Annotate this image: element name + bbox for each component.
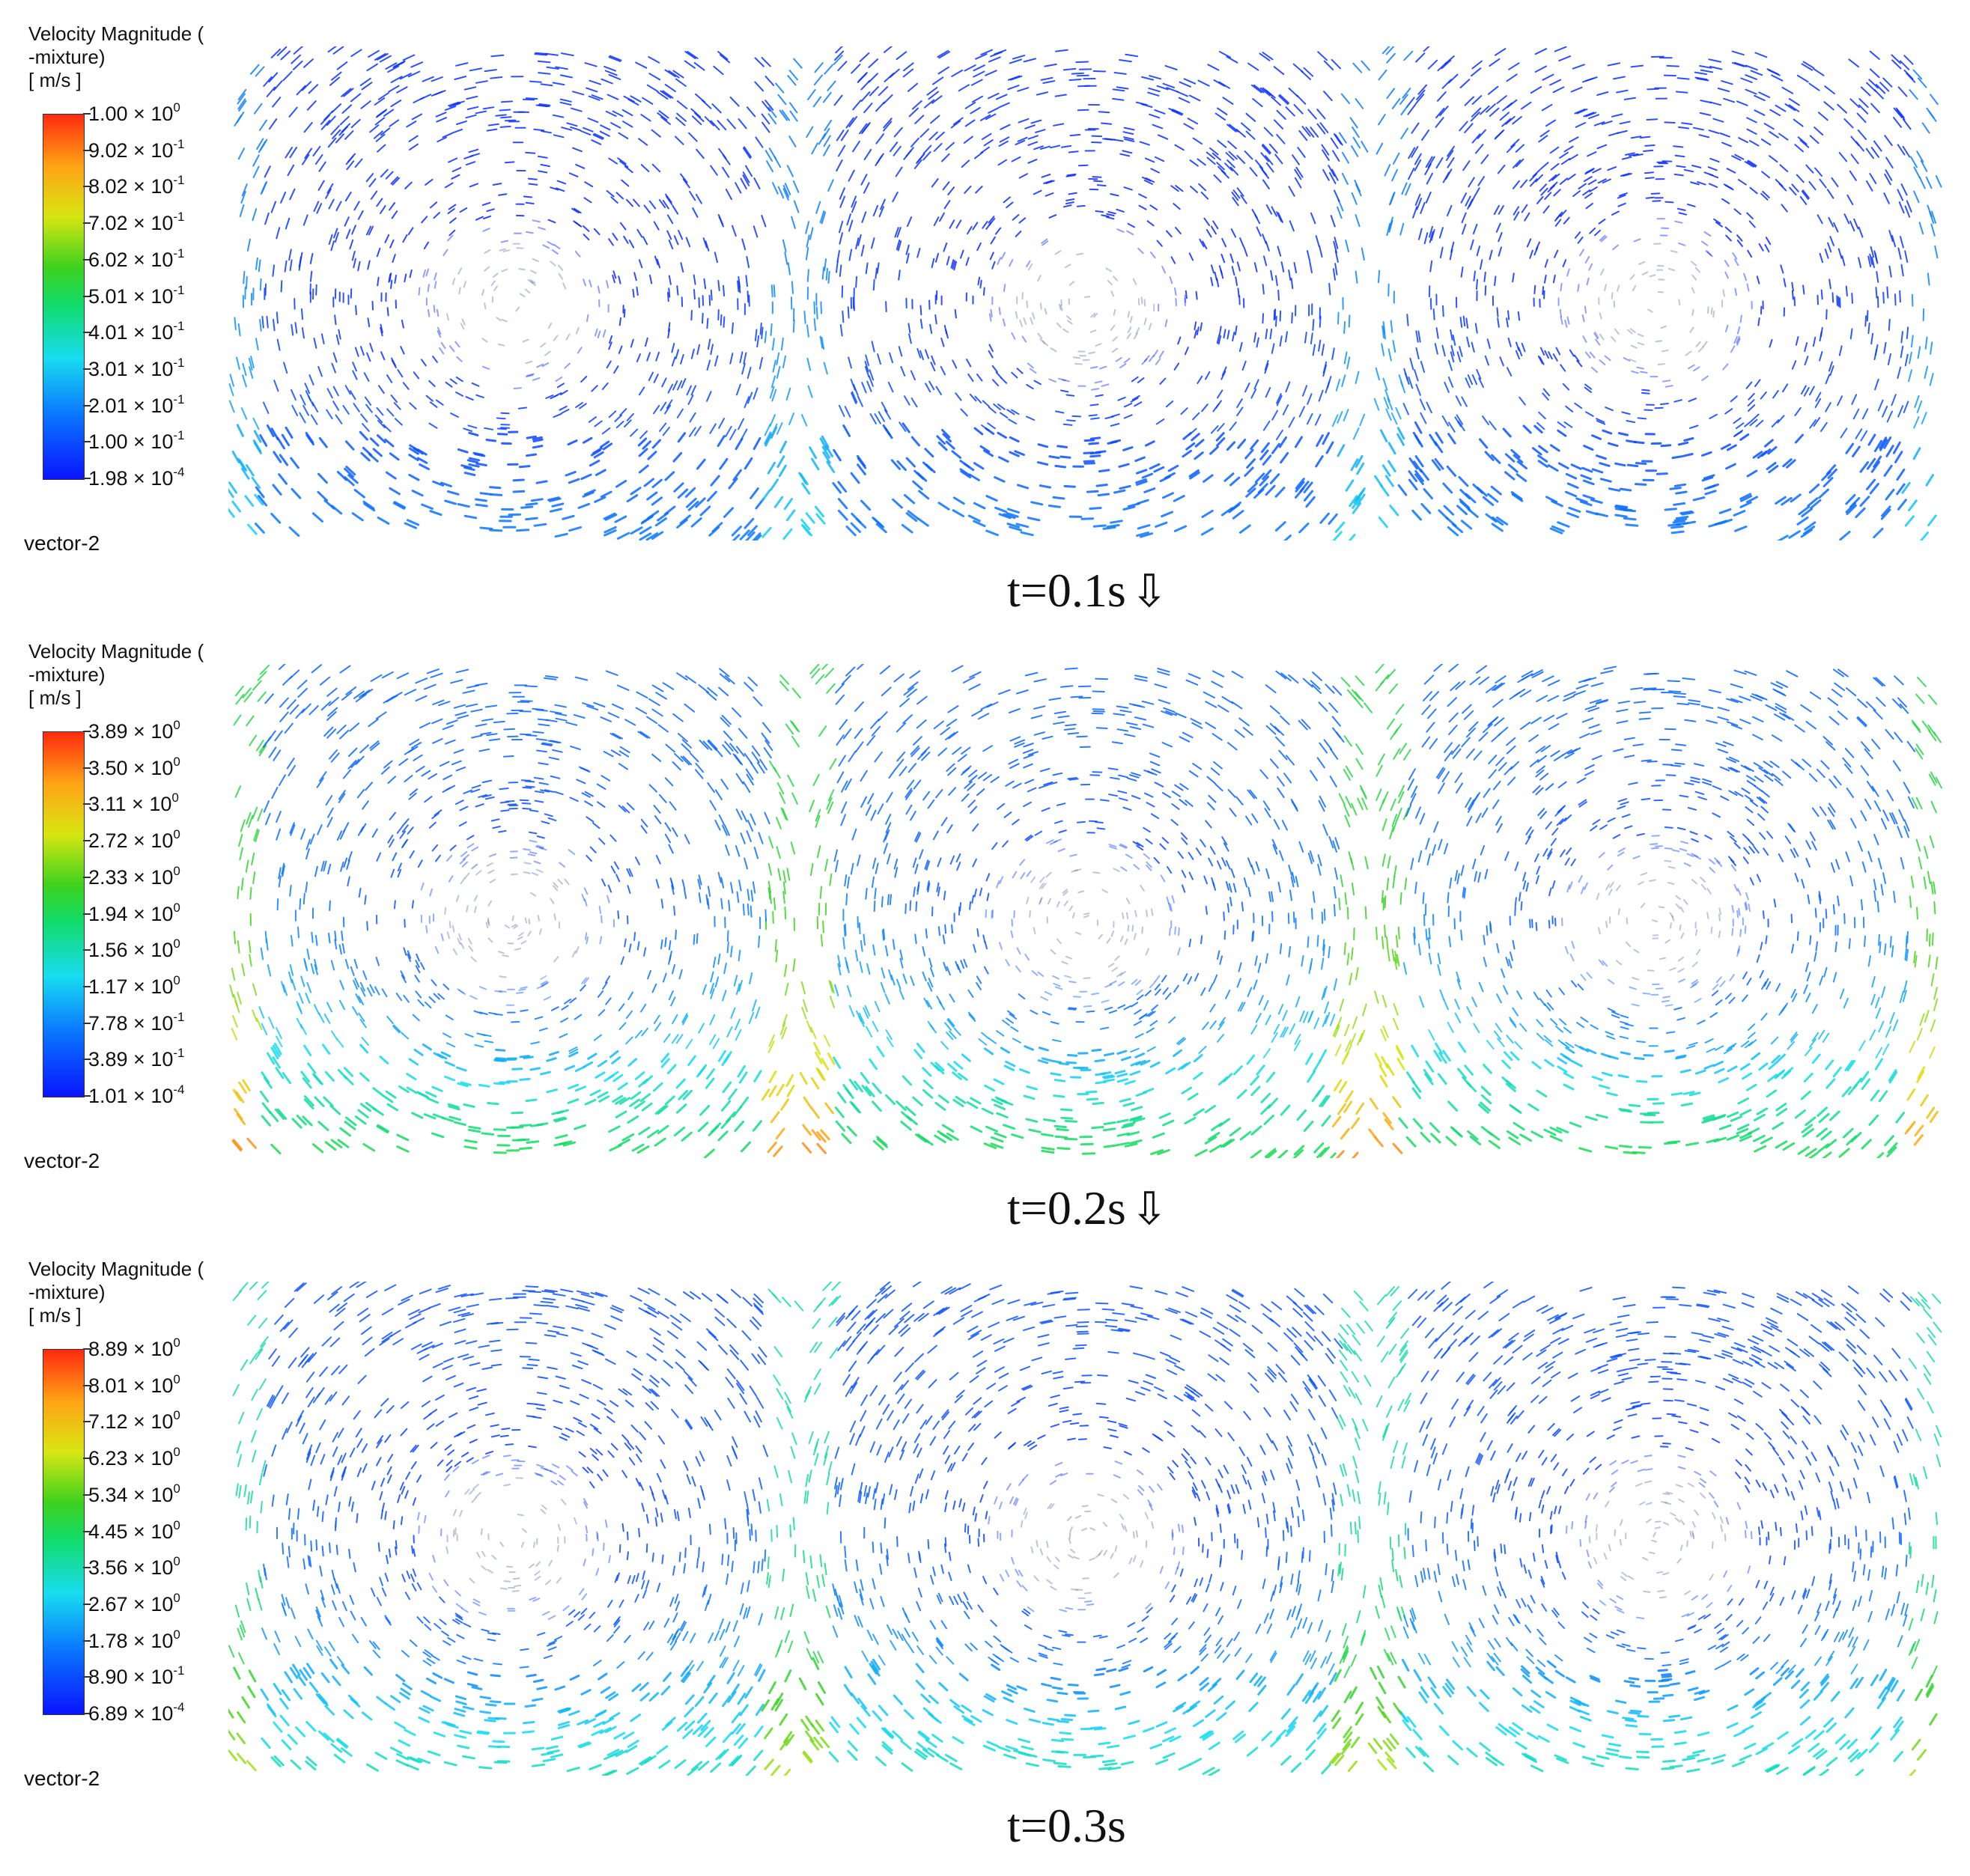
panel-t03: Velocity Magnitude ( -mixture) [ m/s ] 8… [0,1235,1970,1853]
colorbar [43,1349,85,1715]
colorbar-tick-label: 1.78 × 100 [88,1627,180,1652]
legend-title: Velocity Magnitude ( -mixture) [ m/s ] [28,22,204,92]
colorbar-tick-label: 1.98 × 10-4 [88,465,185,490]
colorbar-tick-label: 3.89 × 10-1 [88,1046,185,1071]
time-label: t=0.2s [1007,1181,1126,1234]
legend-title-line1: Velocity Magnitude ( [28,640,204,663]
colorbar-tick-label: 7.02 × 10-1 [88,210,185,235]
colorbar-tick-label: 6.89 × 10-4 [88,1700,185,1725]
colorbar-tick [83,186,91,188]
colorbar-tick-label: 7.78 × 10-1 [88,1009,185,1035]
colorbar-tick-label: 1.94 × 100 [88,900,180,925]
colorbar [43,114,85,480]
time-caption: t=0.3s [1007,1798,1131,1854]
colorbar-tick [83,113,91,115]
colorbar-tick [83,985,91,987]
panel-t01: Velocity Magnitude ( -mixture) [ m/s ] 1… [0,0,1970,618]
legend-title-line1: Velocity Magnitude ( [28,1258,204,1280]
colorbar-tick [83,1421,91,1423]
colorbar-tick-label: 1.17 × 100 [88,972,180,998]
colorbar-tick [83,876,91,878]
colorbar-tick [83,840,91,842]
colorbar-tick [83,1022,91,1024]
colorbar-tick [83,1603,91,1605]
vector-name: vector-2 [24,1149,100,1172]
colorbar-tick [83,149,91,151]
colorbar-tick-label: 2.67 × 100 [88,1590,180,1615]
colorbar-tick-label: 1.01 × 10-4 [88,1082,185,1107]
legend-units: [ m/s ] [28,686,82,709]
colorbar-tick [83,767,91,769]
legend-title-line2: -mixture) [28,46,106,68]
colorbar-tick-label: 1.00 × 10-1 [88,428,185,454]
colorbar-tick-label: 8.01 × 100 [88,1371,180,1397]
colorbar-tick [83,1713,91,1714]
colorbar-tick-label: 2.72 × 100 [88,827,180,853]
legend-title-line2: -mixture) [28,1281,106,1303]
colorbar-tick-label: 4.45 × 100 [88,1517,180,1543]
vector-field [229,664,1942,1158]
colorbar-tick-label: 8.02 × 10-1 [88,173,185,198]
colorbar-tick-label: 3.89 × 100 [88,718,180,743]
colorbar-tick-label: 6.02 × 10-1 [88,246,185,271]
colorbar-tick [83,1567,91,1569]
colorbar-tick [83,913,91,915]
colorbar [43,731,85,1097]
colorbar-tick-label: 3.01 × 10-1 [88,355,185,380]
colorbar-tick [83,1493,91,1496]
colorbar-tick [83,332,91,334]
colorbar-tick [83,258,91,261]
colorbar-tick-label: 8.90 × 10-1 [88,1663,185,1689]
vector-name: vector-2 [24,532,100,555]
colorbar-tick-label: 1.56 × 100 [88,937,180,962]
colorbar-tick [83,1348,91,1350]
legend-title: Velocity Magnitude ( -mixture) [ m/s ] [28,1258,204,1327]
time-caption: t=0.2s ⇩ [1007,1181,1168,1236]
colorbar-tick-label: 8.89 × 100 [88,1336,180,1360]
time-label: t=0.1s [1007,564,1126,617]
colorbar-tick-label: 2.01 × 10-1 [88,392,185,417]
colorbar-tick [83,1059,91,1061]
colorbar-tick-label: 3.50 × 100 [88,754,180,779]
colorbar-tick [83,1639,91,1642]
colorbar-tick-label: 7.12 × 100 [88,1408,180,1434]
colorbar-tick [83,478,91,479]
colorbar-tick [83,441,91,443]
panel-t02: Velocity Magnitude ( -mixture) [ m/s ] 3… [0,618,1970,1235]
colorbar-tick-label: 3.11 × 100 [88,791,179,816]
colorbar-tick-label: 5.01 × 10-1 [88,282,185,308]
time-label: t=0.3s [1007,1799,1126,1852]
down-arrow-icon: ⇩ [1130,1184,1169,1234]
legend-units: [ m/s ] [28,1304,82,1327]
colorbar-tick-label: 6.23 × 100 [88,1445,180,1470]
legend-title-line1: Velocity Magnitude ( [28,22,204,45]
colorbar-tick [83,1458,91,1460]
colorbar-tick [83,404,91,406]
colorbar-tick [83,1095,91,1097]
colorbar-tick-label: 3.56 × 100 [88,1554,180,1580]
colorbar-tick [83,368,91,370]
colorbar-tick [83,222,91,225]
colorbar-tick [83,803,91,805]
colorbar-tick-label: 4.01 × 10-1 [88,319,185,344]
colorbar-tick [83,949,91,951]
colorbar-tick [83,1676,91,1678]
legend-title: Velocity Magnitude ( -mixture) [ m/s ] [28,640,204,710]
colorbar-tick-label: 5.34 × 100 [88,1481,180,1506]
colorbar-tick-label: 2.33 × 100 [88,863,180,889]
colorbar-tick-label: 1.00 × 100 [88,100,180,125]
legend-title-line2: -mixture) [28,663,106,686]
colorbar-tick-label: 9.02 × 10-1 [88,136,185,162]
vector-name: vector-2 [24,1767,100,1790]
down-arrow-icon: ⇩ [1130,567,1169,616]
time-caption: t=0.1s ⇩ [1007,563,1168,618]
legend-units: [ m/s ] [28,69,82,91]
vector-field [228,46,1942,540]
colorbar-tick [83,1530,91,1532]
colorbar-tick [83,295,91,297]
colorbar-tick [83,1384,91,1386]
vector-field [228,1282,1942,1776]
colorbar-tick [83,731,91,732]
